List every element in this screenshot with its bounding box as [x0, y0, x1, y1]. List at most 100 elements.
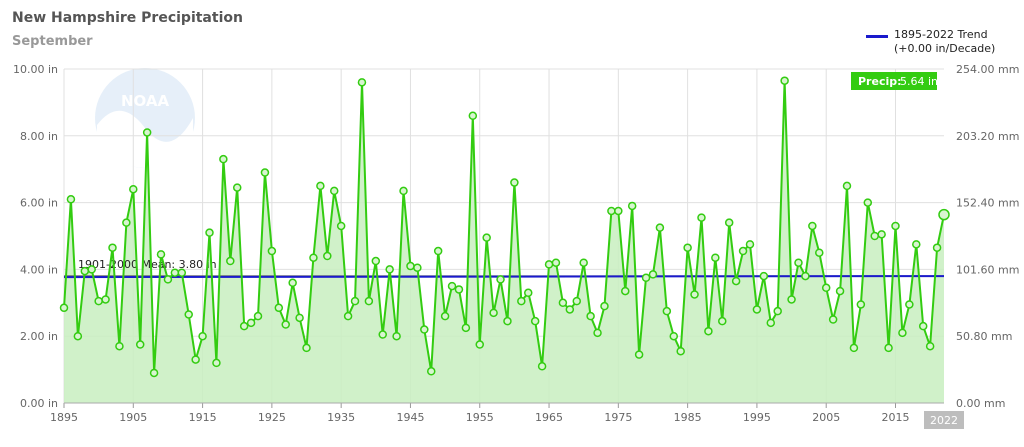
data-point[interactable] — [801, 271, 810, 281]
data-point[interactable] — [149, 368, 159, 378]
data-point[interactable] — [662, 306, 672, 316]
data-point[interactable] — [648, 270, 658, 279]
data-point[interactable] — [184, 310, 193, 319]
data-point[interactable] — [565, 305, 575, 314]
data-point[interactable] — [877, 230, 886, 239]
data-point[interactable] — [510, 178, 519, 187]
data-point[interactable] — [759, 271, 769, 281]
data-point[interactable] — [447, 281, 457, 291]
data-point[interactable] — [634, 350, 644, 359]
data-point[interactable] — [551, 258, 561, 267]
data-point[interactable] — [918, 321, 928, 331]
data-point[interactable] — [530, 316, 540, 326]
data-point[interactable] — [828, 315, 838, 324]
data-point[interactable] — [371, 256, 381, 266]
data-point[interactable] — [177, 268, 187, 277]
data-point[interactable] — [842, 181, 852, 191]
data-point[interactable] — [336, 221, 346, 231]
data-point[interactable] — [87, 265, 96, 274]
data-point[interactable] — [59, 303, 69, 313]
data-point[interactable] — [482, 233, 491, 242]
data-point[interactable] — [690, 290, 699, 299]
data-point[interactable] — [745, 240, 755, 249]
data-point[interactable] — [676, 346, 685, 356]
data-point[interactable] — [426, 367, 436, 376]
data-point[interactable] — [558, 298, 568, 308]
data-point[interactable] — [66, 195, 76, 204]
data-point[interactable] — [316, 181, 325, 191]
data-point[interactable] — [357, 78, 367, 87]
data-point[interactable] — [350, 296, 360, 306]
data-point[interactable] — [697, 213, 706, 222]
data-point[interactable] — [378, 330, 387, 339]
data-point[interactable] — [399, 186, 408, 196]
data-point[interactable] — [870, 231, 879, 241]
data-point[interactable] — [731, 276, 741, 286]
data-point[interactable] — [724, 218, 734, 227]
data-point[interactable] — [912, 240, 921, 249]
data-point[interactable] — [544, 260, 554, 269]
precip-points[interactable] — [59, 76, 950, 378]
data-point[interactable] — [905, 300, 914, 309]
data-point[interactable] — [274, 303, 284, 313]
data-point[interactable] — [835, 286, 845, 296]
data-point[interactable] — [938, 208, 950, 221]
data-point[interactable] — [364, 296, 374, 306]
data-point[interactable] — [135, 340, 145, 349]
legend[interactable]: 1895-2022 Trend (+0.00 in/Decade) — [866, 28, 995, 56]
data-point[interactable] — [115, 341, 124, 351]
data-point[interactable] — [260, 168, 270, 177]
data-point[interactable] — [489, 308, 498, 318]
data-point[interactable] — [156, 250, 166, 259]
data-point[interactable] — [503, 316, 512, 326]
data-point[interactable] — [219, 154, 228, 164]
data-point[interactable] — [101, 295, 110, 304]
data-point[interactable] — [309, 253, 318, 262]
data-point[interactable] — [627, 201, 637, 211]
data-point[interactable] — [129, 184, 138, 194]
data-point[interactable] — [517, 296, 526, 306]
data-point[interactable] — [302, 343, 311, 353]
data-point[interactable] — [288, 278, 297, 288]
data-point[interactable] — [80, 266, 90, 276]
data-point[interactable] — [655, 223, 665, 232]
data-point[interactable] — [808, 221, 817, 231]
data-point[interactable] — [898, 328, 907, 338]
data-point[interactable] — [420, 325, 429, 334]
data-point[interactable] — [614, 206, 623, 216]
data-point[interactable] — [704, 326, 713, 336]
data-point[interactable] — [239, 321, 249, 331]
data-point[interactable] — [932, 243, 942, 252]
data-point[interactable] — [170, 268, 180, 277]
data-point[interactable] — [454, 285, 464, 294]
data-point[interactable] — [496, 275, 505, 284]
data-point[interactable] — [94, 296, 103, 306]
data-point[interactable] — [579, 258, 588, 267]
data-point[interactable] — [849, 343, 859, 353]
data-point[interactable] — [572, 296, 582, 306]
data-point[interactable] — [884, 343, 893, 353]
data-point[interactable] — [461, 323, 471, 333]
data-point[interactable] — [711, 253, 720, 262]
data-point[interactable] — [212, 358, 221, 368]
data-point[interactable] — [406, 261, 415, 271]
data-point[interactable] — [925, 341, 935, 351]
data-point[interactable] — [586, 311, 595, 321]
data-point[interactable] — [593, 328, 602, 338]
data-point[interactable] — [787, 295, 796, 304]
data-point[interactable] — [773, 306, 782, 316]
data-point[interactable] — [863, 198, 873, 207]
data-point[interactable] — [73, 331, 83, 341]
data-point[interactable] — [232, 183, 242, 192]
data-point[interactable] — [856, 300, 866, 309]
data-point[interactable] — [122, 218, 131, 227]
data-point[interactable] — [253, 311, 263, 321]
data-point[interactable] — [718, 316, 727, 326]
data-point[interactable] — [641, 273, 651, 282]
data-point[interactable] — [191, 355, 200, 364]
data-point[interactable] — [607, 206, 616, 216]
data-point[interactable] — [385, 265, 394, 274]
data-point[interactable] — [226, 256, 235, 266]
data-point[interactable] — [537, 362, 547, 371]
